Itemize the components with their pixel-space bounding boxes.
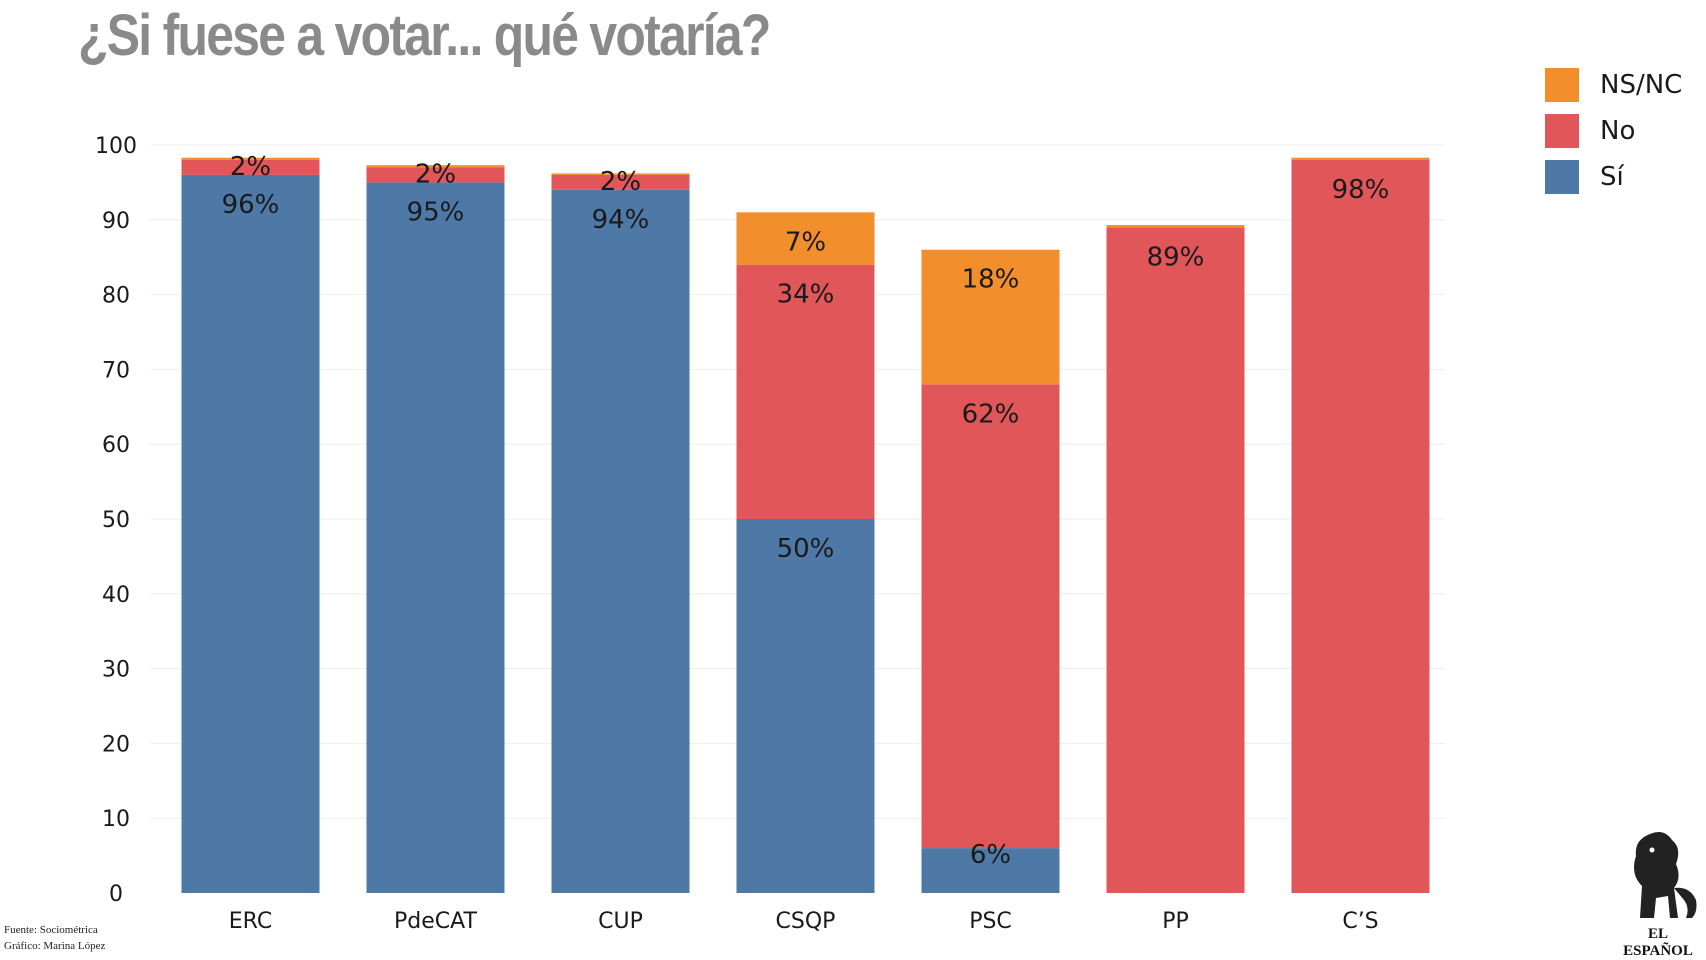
x-tick-label: PSC <box>969 909 1012 934</box>
x-tick-label: ERC <box>229 909 272 934</box>
x-tick-label: CSQP <box>776 909 836 934</box>
bar-segment <box>181 159 320 175</box>
data-label: 2% <box>600 167 641 197</box>
y-axis: 0 10 20 30 40 50 60 70 80 90 100 <box>95 134 137 907</box>
credit-line: Gráfico: Marina López <box>4 940 106 952</box>
source-line: Fuente: Sociométrica <box>4 924 98 936</box>
data-label: 18% <box>962 265 1020 295</box>
bar-segment <box>1291 157 1430 160</box>
data-label: 62% <box>962 399 1020 429</box>
bars <box>181 157 1430 894</box>
bar-segment <box>551 173 690 175</box>
bar-segment <box>551 189 690 893</box>
bar-segment <box>1291 159 1430 893</box>
y-tick-label: 30 <box>102 658 130 683</box>
bar-segment <box>366 167 505 183</box>
bar-segment <box>736 264 875 519</box>
data-label: 50% <box>777 534 835 564</box>
x-tick-label: C’S <box>1342 909 1378 934</box>
legend-label-nsnc: NS/NC <box>1600 70 1683 100</box>
y-tick-label: 60 <box>102 433 130 458</box>
y-tick-label: 20 <box>102 732 130 757</box>
y-tick-label: 10 <box>102 807 130 832</box>
legend-swatch-no <box>1545 114 1579 148</box>
el-espanol-logo: EL ESPAÑOL <box>1612 826 1704 959</box>
bar-segment <box>921 384 1060 849</box>
source-note: Fuente: Sociométrica Gráfico: Marina Lóp… <box>4 922 105 954</box>
bar-segment <box>181 157 320 160</box>
y-tick-label: 0 <box>109 882 123 907</box>
x-tick-label: PP <box>1162 909 1189 934</box>
data-label: 98% <box>1332 175 1390 205</box>
logo-text: EL ESPAÑOL <box>1623 926 1693 959</box>
chart-title: ¿Si fuese a votar... qué votaría? <box>78 3 771 68</box>
data-label: 94% <box>592 205 650 235</box>
legend-label-no: No <box>1600 116 1636 146</box>
legend-swatch-nsnc <box>1545 68 1579 102</box>
data-label: 2% <box>230 152 271 182</box>
y-tick-label: 90 <box>102 209 130 234</box>
bar-segment <box>181 174 320 894</box>
x-tick-label: CUP <box>598 909 643 934</box>
bar-segment <box>736 519 875 893</box>
bar-segment <box>1106 225 1245 228</box>
y-tick-label: 80 <box>102 284 130 309</box>
data-label: 2% <box>415 159 456 189</box>
data-label: 6% <box>970 840 1011 870</box>
data-labels: 96% 2% 95% 2% 94% 2% 50% 34% 7% 6% 62% 18% 89% 98% <box>222 152 1390 870</box>
y-tick-label: 70 <box>102 358 130 383</box>
x-axis: ERC PdeCAT CUP CSQP PSC PP C’S <box>229 909 1379 934</box>
y-tick-label: 50 <box>102 508 130 533</box>
legend-label-si: Sí <box>1600 162 1624 192</box>
bar-segment <box>1106 227 1245 893</box>
bar-segment <box>736 212 875 265</box>
y-tick-label: 100 <box>95 134 137 159</box>
legend-swatch-si <box>1545 160 1579 194</box>
lion-icon <box>1634 832 1697 918</box>
bar-segment <box>366 165 505 168</box>
bar-segment <box>921 848 1060 893</box>
data-label: 89% <box>1147 242 1205 272</box>
data-label: 95% <box>407 197 465 227</box>
data-label: 96% <box>222 190 280 220</box>
y-tick-label: 40 <box>102 583 130 608</box>
data-label: 7% <box>785 227 826 257</box>
data-label: 34% <box>777 280 835 310</box>
bar-segment <box>366 182 505 893</box>
bar-segment <box>551 174 690 190</box>
bar-segment <box>921 249 1060 385</box>
x-tick-label: PdeCAT <box>394 909 477 934</box>
